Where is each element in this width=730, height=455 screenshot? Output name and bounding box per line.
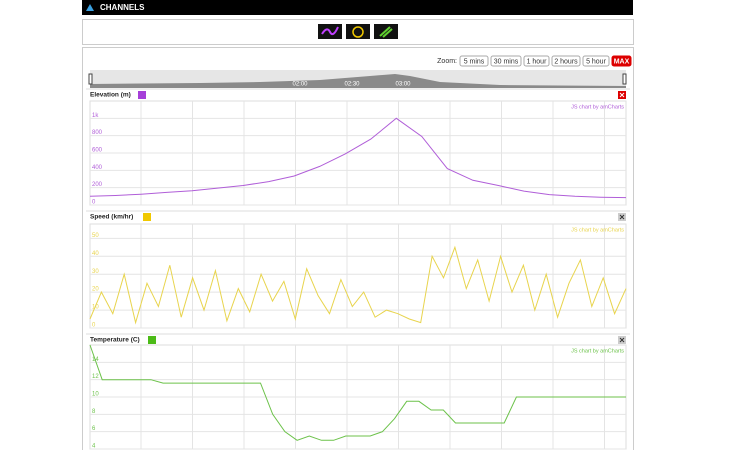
zoom-button-label: 2 hours: [554, 58, 578, 65]
y-tick-label: 30: [92, 269, 99, 275]
data-line: [89, 245, 627, 325]
legend-swatch: [138, 91, 146, 99]
y-tick-label: 400: [92, 165, 103, 171]
y-tick-label: 20: [92, 287, 99, 293]
zoom-button[interactable]: [611, 55, 632, 67]
y-tick-label: 10: [92, 305, 99, 311]
channel-icon[interactable]: [346, 24, 370, 39]
data-line: [89, 117, 627, 199]
legend-swatch: [148, 336, 156, 344]
navigator-label: 03:00: [395, 82, 411, 88]
zoom-button-label: 1 hour: [527, 58, 548, 65]
navigator-label: 02:30: [344, 82, 360, 88]
navigator-handle[interactable]: [622, 73, 627, 85]
data-line: [89, 344, 626, 441]
y-tick-label: 800: [92, 130, 103, 136]
navigator-label: 02:00: [292, 82, 308, 88]
y-tick-label: 10: [92, 392, 99, 398]
zoom-button[interactable]: [523, 55, 550, 67]
y-tick-label: 1k: [92, 113, 99, 119]
y-tick-label: 50: [92, 233, 99, 239]
y-tick-label: 600: [92, 148, 103, 154]
y-tick-label: 0: [92, 200, 96, 206]
y-tick-label: 8: [92, 409, 96, 415]
zoom-button-label: 5 hour: [586, 58, 607, 65]
chart-title: Temperature (C): [90, 337, 140, 344]
close-glyph: [619, 337, 625, 343]
header-title: CHANNELS: [100, 3, 145, 12]
zoom-label: Zoom:: [437, 58, 457, 65]
chart-credit: JS chart by amCharts: [571, 348, 624, 354]
chart-title: Elevation (m): [90, 92, 131, 99]
y-tick-label: 0: [92, 323, 96, 329]
chart-credit: JS chart by amCharts: [571, 104, 624, 110]
y-tick-label: 6: [92, 426, 96, 432]
header-bar: [82, 0, 633, 15]
y-tick-label: 4: [92, 444, 96, 450]
zoom-button-label: 5 mins: [464, 58, 485, 65]
zoom-button[interactable]: [490, 55, 522, 67]
close-glyph: [619, 92, 625, 98]
collapse-icon[interactable]: [86, 4, 94, 11]
y-tick-label: 40: [92, 251, 99, 257]
zoom-button[interactable]: [582, 55, 610, 67]
close-glyph: [619, 214, 625, 220]
chart-title: Speed (km/hr): [90, 214, 133, 221]
channel-icon-glyph: [379, 26, 393, 38]
legend-swatch: [143, 213, 151, 221]
chart-panel: [82, 47, 634, 455]
zoom-button[interactable]: [459, 55, 489, 67]
zoom-button[interactable]: [551, 55, 581, 67]
zoom-button-label: MAX: [614, 58, 630, 65]
channel-icon-glyph: [352, 26, 364, 38]
y-tick-label: 200: [92, 182, 103, 188]
chart-credit: JS chart by amCharts: [571, 227, 624, 233]
y-tick-label: 12: [92, 374, 99, 380]
navigator-handle[interactable]: [88, 73, 93, 85]
zoom-button-label: 30 mins: [494, 58, 519, 65]
channel-icon-glyph: [321, 26, 339, 36]
navigator-area: [90, 74, 626, 88]
